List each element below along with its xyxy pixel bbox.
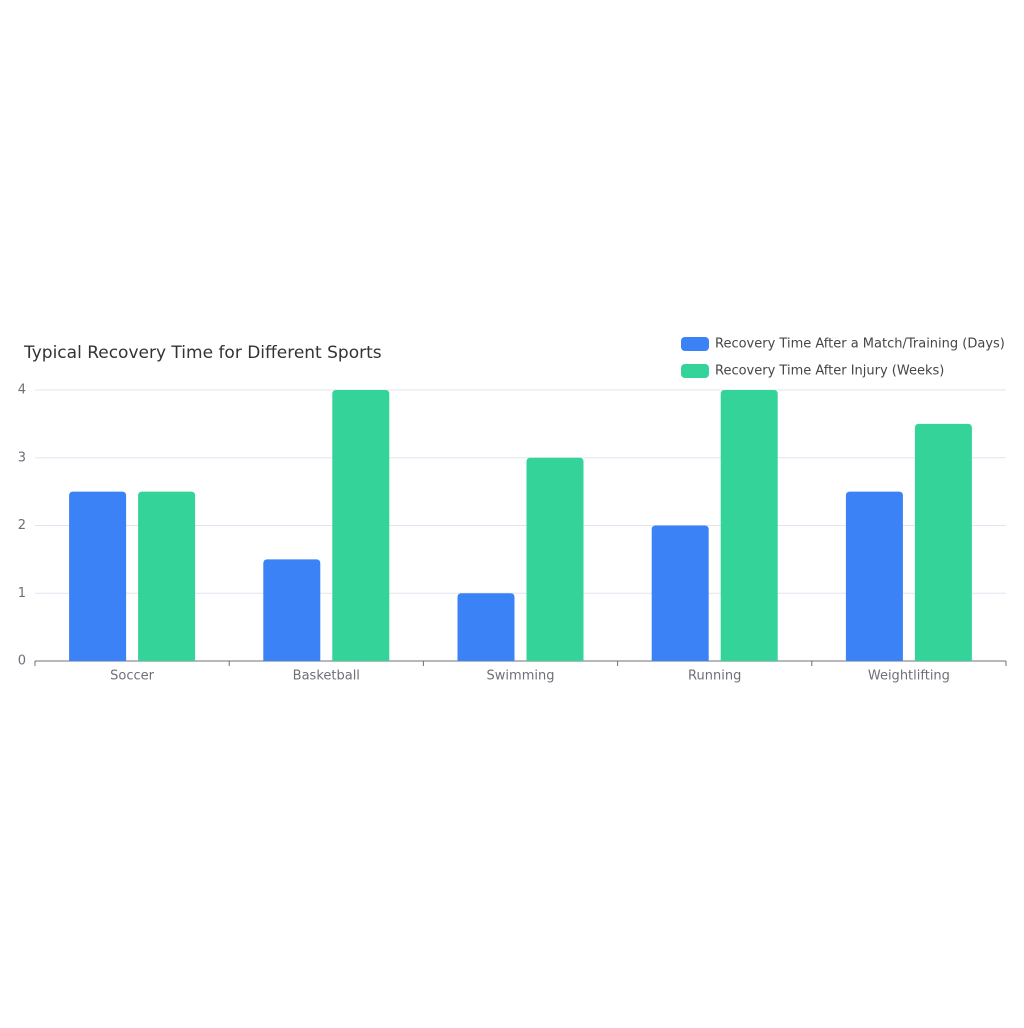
bar	[263, 559, 321, 661]
bar	[69, 491, 127, 661]
x-tick-label: Soccer	[110, 669, 154, 684]
bar	[526, 457, 584, 661]
bar	[332, 390, 390, 661]
bar	[651, 525, 709, 661]
legend-label: Recovery Time After a Match/Training (Da…	[715, 337, 1005, 352]
y-tick-label: 1	[18, 586, 26, 601]
x-tick-label: Basketball	[293, 669, 360, 684]
bar	[914, 423, 972, 661]
bar	[720, 390, 778, 661]
x-tick-label: Swimming	[487, 669, 555, 684]
chart-title: Typical Recovery Time for Different Spor…	[23, 343, 382, 363]
bar	[138, 491, 196, 661]
y-tick-label: 2	[18, 518, 26, 533]
x-tick-label: Weightlifting	[868, 669, 950, 684]
y-tick-label: 4	[18, 383, 26, 398]
legend-label: Recovery Time After Injury (Weeks)	[715, 364, 944, 379]
y-tick-label: 0	[18, 654, 26, 669]
legend-swatch	[681, 337, 709, 351]
x-tick-label: Running	[688, 669, 741, 684]
bar	[457, 593, 515, 661]
legend-swatch	[681, 364, 709, 378]
bar	[845, 491, 903, 661]
y-tick-label: 3	[18, 450, 26, 465]
